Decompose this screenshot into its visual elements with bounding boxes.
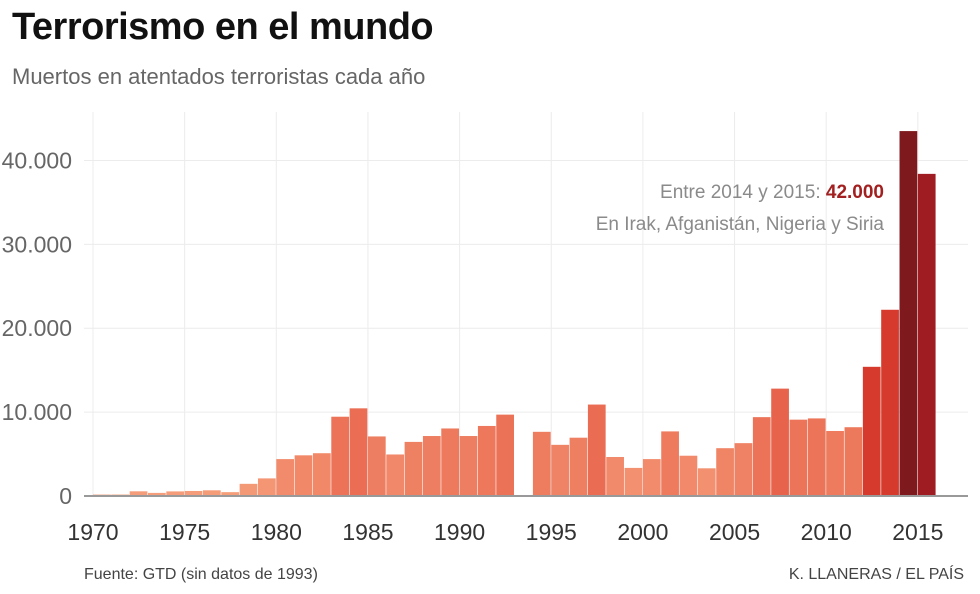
bar-2006	[752, 417, 771, 496]
bar-1989	[441, 428, 459, 496]
bar-1977	[221, 492, 240, 496]
bar-1990	[459, 436, 478, 496]
bar-1982	[312, 453, 331, 496]
bar-1974	[166, 491, 185, 496]
annotation-peak-value: 42.000	[825, 182, 884, 203]
bar-1985	[367, 436, 386, 496]
bar-1976	[202, 490, 221, 496]
bar-2007	[771, 388, 789, 496]
bar-1980	[276, 459, 295, 496]
bar-1992	[496, 414, 514, 496]
bar-1979	[257, 478, 276, 496]
bar-1981	[294, 455, 313, 496]
x-tick-label: 2015	[892, 519, 943, 545]
bar-1997	[587, 404, 606, 496]
y-tick-label: 0	[59, 483, 72, 509]
bar-2015	[917, 173, 936, 496]
bar-1972	[129, 491, 148, 496]
bar-2001	[661, 431, 679, 496]
x-tick-label: 1985	[342, 519, 393, 545]
bar-1984	[349, 408, 368, 496]
annotation-peak: Entre 2014 y 2015: 42.000	[660, 182, 884, 204]
bar-2005	[734, 443, 753, 496]
x-tick-label: 2010	[801, 519, 852, 545]
bar-1978	[239, 483, 258, 496]
y-tick-label: 30.000	[2, 231, 72, 257]
bar-1991	[477, 425, 496, 496]
bar-1998	[606, 456, 624, 496]
chart-subtitle: Muertos en atentados terroristas cada añ…	[12, 64, 426, 89]
annotation-peak-label: Entre 2014 y 2015:	[660, 182, 826, 203]
y-tick-label: 20.000	[2, 315, 72, 341]
x-tick-label: 1970	[67, 519, 118, 545]
bar-2009	[807, 418, 826, 496]
x-tick-label: 1995	[526, 519, 577, 545]
bar-1975	[184, 490, 203, 496]
bar-2008	[789, 419, 808, 496]
y-tick-label: 10.000	[2, 399, 72, 425]
bar-1999	[624, 467, 643, 496]
bar-1995	[551, 444, 569, 496]
x-tick-label: 2005	[709, 519, 760, 545]
y-tick-label: 40.000	[2, 147, 72, 173]
chart-title: Terrorismo en el mundo	[12, 6, 434, 48]
x-tick-label: 2000	[617, 519, 668, 545]
bar-1986	[386, 454, 405, 496]
bar-1987	[404, 441, 423, 496]
x-tick-label: 1975	[159, 519, 210, 545]
bar-2002	[679, 455, 698, 496]
x-tick-label: 1980	[251, 519, 302, 545]
bar-2013	[881, 309, 899, 496]
x-tick-label: 1990	[434, 519, 485, 545]
bar-1988	[422, 436, 441, 496]
bar-2011	[844, 427, 863, 496]
bar-2010	[826, 430, 844, 496]
bar-1983	[331, 416, 350, 496]
bar-1973	[147, 492, 166, 496]
source-note: Fuente: GTD (sin datos de 1993)	[84, 566, 318, 583]
bar-1994	[532, 431, 551, 496]
bar-2003	[697, 468, 716, 496]
bar-1996	[569, 437, 588, 496]
annotation-countries: En Irak, Afganistán, Nigeria y Siria	[595, 214, 884, 235]
bar-2000	[642, 459, 661, 496]
bar-2014	[899, 131, 918, 497]
bar-2004	[716, 448, 734, 496]
bar-2012	[862, 366, 881, 496]
credit: K. LLANERAS / EL PAÍS	[788, 566, 964, 583]
